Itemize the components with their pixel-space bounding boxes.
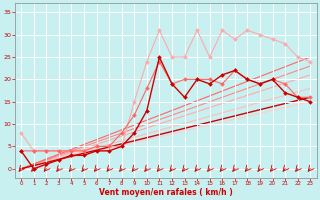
X-axis label: Vent moyen/en rafales ( km/h ): Vent moyen/en rafales ( km/h ) — [99, 188, 233, 197]
